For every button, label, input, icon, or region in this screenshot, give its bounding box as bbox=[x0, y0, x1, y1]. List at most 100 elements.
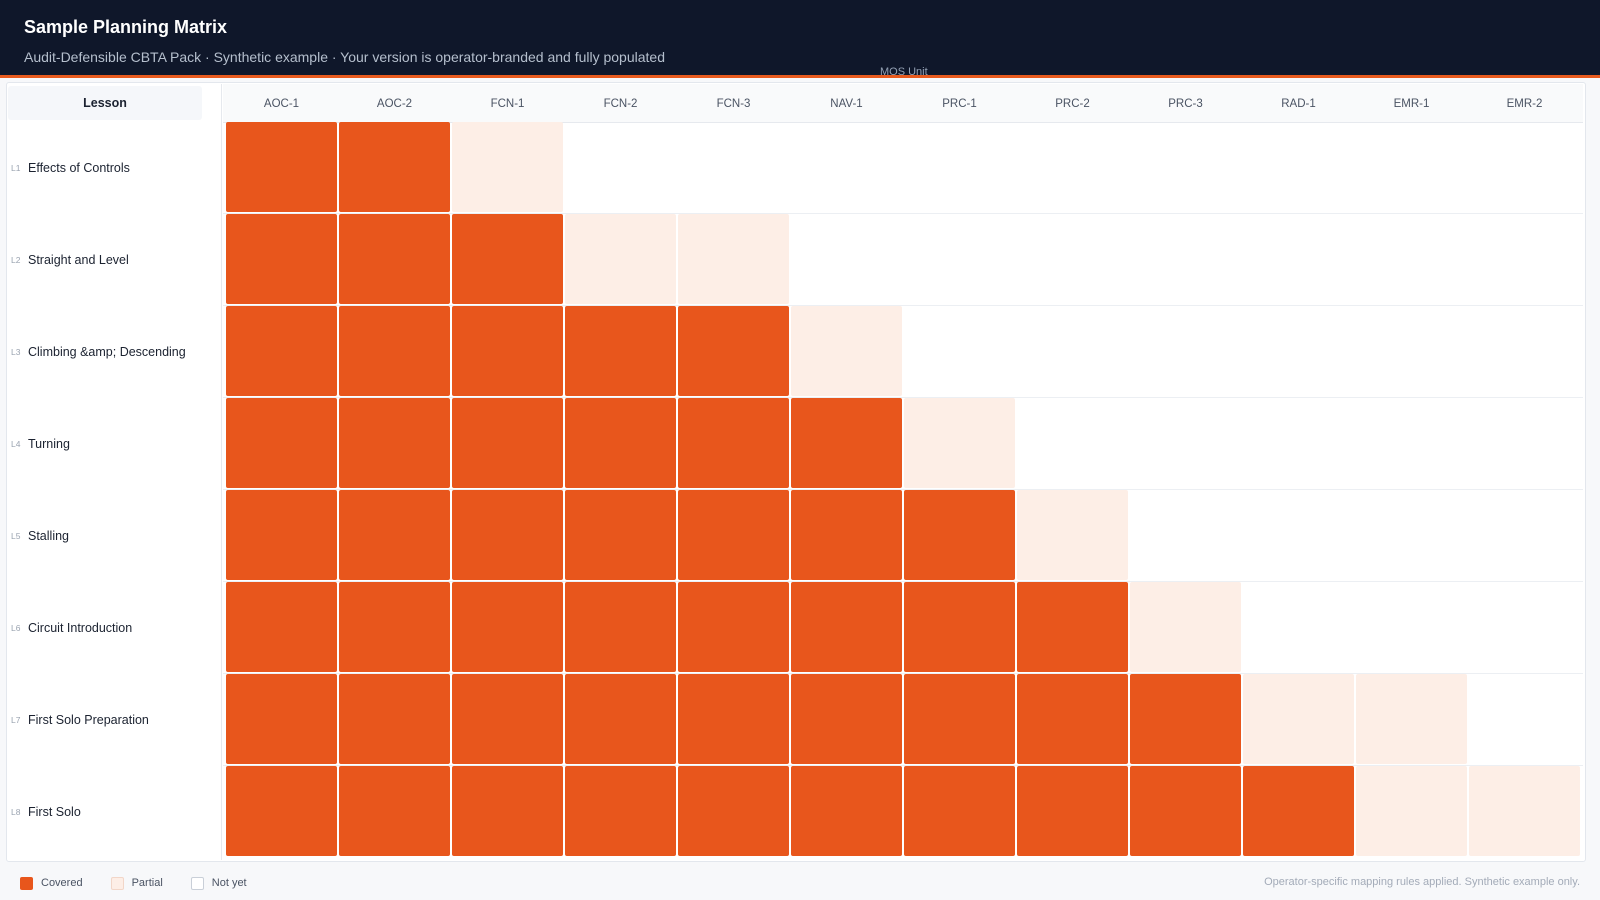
matrix-cell-l6-prc-2 bbox=[1017, 582, 1128, 672]
legend-label-partial: Partial bbox=[131, 877, 163, 889]
matrix-cell-l6-fcn-2 bbox=[565, 582, 676, 672]
lesson-name: Straight and Level bbox=[28, 253, 129, 267]
column-axis-caption: MOS Unit bbox=[880, 66, 928, 78]
matrix-cell-l5-fcn-1 bbox=[452, 490, 563, 580]
matrix-cell-l3-aoc-2 bbox=[339, 306, 450, 396]
matrix-cell-l1-emr-1 bbox=[1356, 122, 1467, 212]
matrix-cell-l7-fcn-2 bbox=[565, 674, 676, 764]
column-header-emr-2: EMR-2 bbox=[1506, 98, 1543, 110]
matrix-cell-l2-prc-1 bbox=[904, 214, 1015, 304]
matrix-cell-l2-emr-2 bbox=[1469, 214, 1580, 304]
matrix-cell-l7-prc-1 bbox=[904, 674, 1015, 764]
matrix-cell-l5-fcn-2 bbox=[565, 490, 676, 580]
column-header-fcn-1: FCN-1 bbox=[490, 98, 525, 110]
lesson-row-label: L1 Effects of Controls bbox=[11, 122, 216, 214]
matrix-cell-l6-aoc-1 bbox=[226, 582, 337, 672]
column-header-nav-1: NAV-1 bbox=[830, 98, 863, 110]
row-divider bbox=[223, 213, 1583, 214]
matrix-cell-l2-nav-1 bbox=[791, 214, 902, 304]
matrix-cell-l5-rad-1 bbox=[1243, 490, 1354, 580]
matrix-cell-l3-fcn-3 bbox=[678, 306, 789, 396]
matrix-cell-l4-nav-1 bbox=[791, 398, 902, 488]
row-divider bbox=[223, 397, 1583, 398]
matrix-cell-l3-prc-1 bbox=[904, 306, 1015, 396]
matrix-cell-l3-fcn-1 bbox=[452, 306, 563, 396]
lesson-row-label: L3 Climbing &amp; Descending bbox=[11, 306, 216, 398]
matrix-cell-l5-emr-2 bbox=[1469, 490, 1580, 580]
matrix-cell-l3-fcn-2 bbox=[565, 306, 676, 396]
matrix-cell-l2-prc-3 bbox=[1130, 214, 1241, 304]
matrix-cell-l1-nav-1 bbox=[791, 122, 902, 212]
lesson-code: L8 bbox=[11, 807, 21, 817]
lesson-row-label: L4 Turning bbox=[11, 398, 216, 490]
matrix-cell-l6-prc-1 bbox=[904, 582, 1015, 672]
matrix-cell-l3-rad-1 bbox=[1243, 306, 1354, 396]
matrix-cell-l1-emr-2 bbox=[1469, 122, 1580, 212]
row-divider bbox=[223, 305, 1583, 306]
row-divider bbox=[223, 673, 1583, 674]
matrix-cell-l8-fcn-3 bbox=[678, 766, 789, 856]
column-header-prc-1: PRC-1 bbox=[942, 98, 977, 110]
matrix-cell-l8-aoc-2 bbox=[339, 766, 450, 856]
matrix-cell-l5-emr-1 bbox=[1356, 490, 1467, 580]
matrix-cell-l7-rad-1 bbox=[1243, 674, 1354, 764]
column-header-band bbox=[223, 84, 1583, 123]
matrix-cell-l7-prc-3 bbox=[1130, 674, 1241, 764]
matrix-cell-l1-fcn-1 bbox=[452, 122, 563, 212]
matrix-cell-l4-fcn-1 bbox=[452, 398, 563, 488]
lesson-name: Circuit Introduction bbox=[28, 621, 133, 635]
matrix-cell-l1-aoc-2 bbox=[339, 122, 450, 212]
matrix-cell-l2-aoc-2 bbox=[339, 214, 450, 304]
matrix-cell-l8-aoc-1 bbox=[226, 766, 337, 856]
lesson-row-label: L7 First Solo Preparation bbox=[11, 674, 216, 766]
matrix-cell-l8-nav-1 bbox=[791, 766, 902, 856]
legend-item-covered: Covered bbox=[20, 876, 83, 890]
legend-label-covered: Covered bbox=[41, 877, 83, 889]
page-title: Sample Planning Matrix bbox=[24, 17, 228, 37]
column-header-aoc-2: AOC-2 bbox=[376, 98, 413, 110]
lesson-name: First Solo bbox=[28, 805, 81, 819]
matrix-cell-l7-fcn-3 bbox=[678, 674, 789, 764]
matrix-cell-l1-rad-1 bbox=[1243, 122, 1354, 212]
matrix-cell-l7-prc-2 bbox=[1017, 674, 1128, 764]
matrix-cell-l7-emr-2 bbox=[1469, 674, 1580, 764]
matrix-cell-l6-aoc-2 bbox=[339, 582, 450, 672]
lesson-name: Stalling bbox=[28, 529, 69, 543]
matrix-cell-l2-rad-1 bbox=[1243, 214, 1354, 304]
matrix-cell-l6-emr-1 bbox=[1356, 582, 1467, 672]
matrix-cell-l3-nav-1 bbox=[791, 306, 902, 396]
header-bar: Sample Planning Matrix Audit-Defensible … bbox=[0, 0, 1600, 78]
not-yet-swatch-icon bbox=[190, 876, 204, 890]
matrix-cell-l8-fcn-1 bbox=[452, 766, 563, 856]
partial-swatch-icon bbox=[110, 876, 124, 890]
matrix-cell-l8-prc-1 bbox=[904, 766, 1015, 856]
matrix-cell-l2-fcn-1 bbox=[452, 214, 563, 304]
column-header-emr-1: EMR-1 bbox=[1393, 98, 1430, 110]
lesson-code: L5 bbox=[11, 531, 21, 541]
matrix-cell-l4-emr-1 bbox=[1356, 398, 1467, 488]
matrix-cell-l1-fcn-2 bbox=[565, 122, 676, 212]
matrix-cell-l8-emr-1 bbox=[1356, 766, 1467, 856]
matrix-cell-l8-rad-1 bbox=[1243, 766, 1354, 856]
column-header-fcn-3: FCN-3 bbox=[716, 98, 751, 110]
matrix-cell-l8-emr-2 bbox=[1469, 766, 1580, 856]
lesson-code: L4 bbox=[11, 439, 21, 449]
lesson-column-header: Lesson bbox=[8, 86, 202, 120]
page-subtitle: Audit-Defensible CBTA Pack · Synthetic e… bbox=[24, 49, 665, 65]
matrix-cell-l6-fcn-3 bbox=[678, 582, 789, 672]
matrix-cell-l3-emr-2 bbox=[1469, 306, 1580, 396]
legend-label-not-yet: Not yet bbox=[211, 877, 247, 889]
column-header-prc-2: PRC-2 bbox=[1055, 98, 1090, 110]
matrix-cell-l1-prc-1 bbox=[904, 122, 1015, 212]
matrix-cell-l7-nav-1 bbox=[791, 674, 902, 764]
matrix-cell-l4-aoc-1 bbox=[226, 398, 337, 488]
matrix-cell-l5-prc-2 bbox=[1017, 490, 1128, 580]
lesson-code: L1 bbox=[11, 163, 21, 173]
matrix-cell-l5-prc-3 bbox=[1130, 490, 1241, 580]
legend: Covered Partial Not yet bbox=[20, 875, 275, 891]
matrix-cell-l7-aoc-1 bbox=[226, 674, 337, 764]
lesson-code: L3 bbox=[11, 347, 21, 357]
matrix-cell-l1-aoc-1 bbox=[226, 122, 337, 212]
matrix-cell-l5-fcn-3 bbox=[678, 490, 789, 580]
matrix-cell-l2-fcn-3 bbox=[678, 214, 789, 304]
